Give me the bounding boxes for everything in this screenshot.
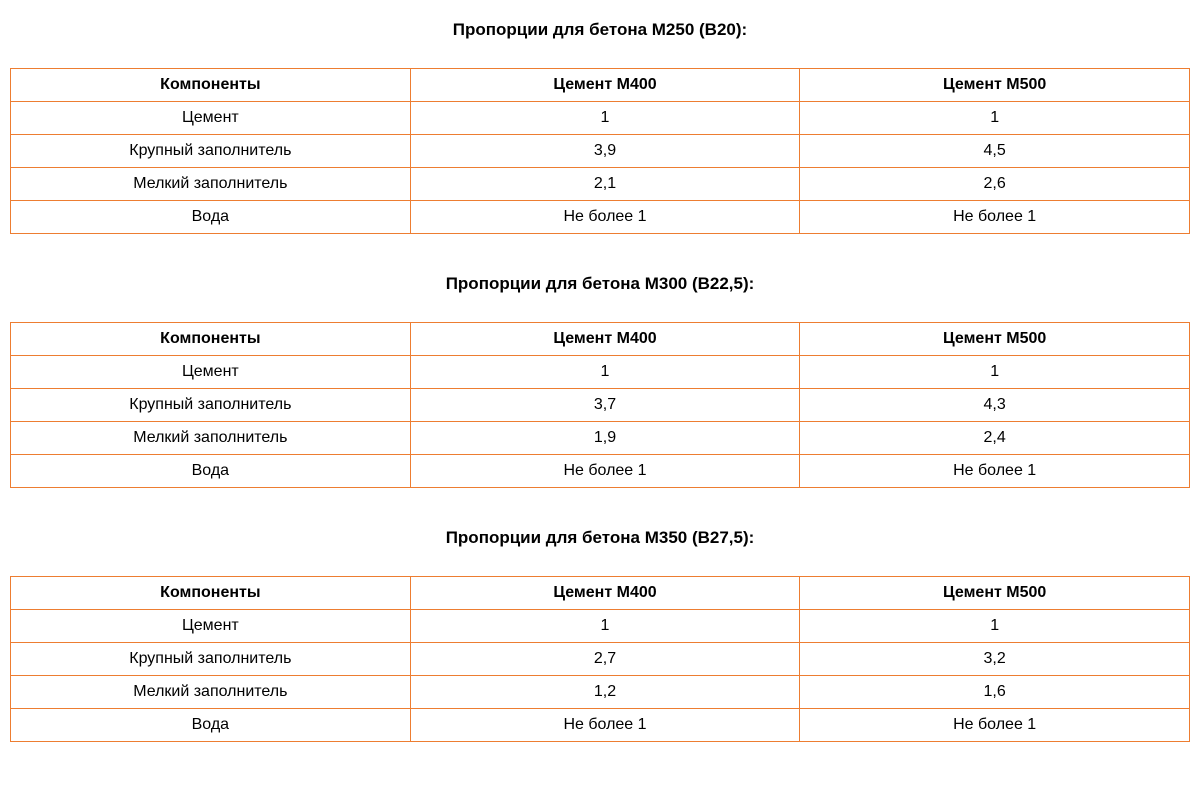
cell-m500: Не более 1	[800, 709, 1190, 742]
cell-m400: 1,9	[410, 422, 800, 455]
cell-m500: 4,5	[800, 135, 1190, 168]
section-title: Пропорции для бетона М350 (В27,5):	[10, 528, 1190, 548]
cell-component: Вода	[11, 709, 411, 742]
table-header-row: Компоненты Цемент М400 Цемент М500	[11, 69, 1190, 102]
cell-component: Крупный заполнитель	[11, 135, 411, 168]
cell-m400: 1,2	[410, 676, 800, 709]
cell-component: Вода	[11, 201, 411, 234]
proportions-table: Компоненты Цемент М400 Цемент М500 Цемен…	[10, 576, 1190, 742]
col-header-cement-m500: Цемент М500	[800, 69, 1190, 102]
proportions-table: Компоненты Цемент М400 Цемент М500 Цемен…	[10, 68, 1190, 234]
table-header-row: Компоненты Цемент М400 Цемент М500	[11, 323, 1190, 356]
cell-component: Вода	[11, 455, 411, 488]
table-row: Крупный заполнитель 2,7 3,2	[11, 643, 1190, 676]
section-m300: Пропорции для бетона М300 (В22,5): Компо…	[10, 274, 1190, 488]
cell-m500: Не более 1	[800, 455, 1190, 488]
col-header-cement-m500: Цемент М500	[800, 323, 1190, 356]
section-m250: Пропорции для бетона М250 (В20): Компоне…	[10, 20, 1190, 234]
table-header-row: Компоненты Цемент М400 Цемент М500	[11, 577, 1190, 610]
table-row: Мелкий заполнитель 1,9 2,4	[11, 422, 1190, 455]
cell-m400: 2,1	[410, 168, 800, 201]
cell-m500: 1	[800, 102, 1190, 135]
cell-m400: 1	[410, 102, 800, 135]
cell-m400: 3,7	[410, 389, 800, 422]
section-title: Пропорции для бетона М300 (В22,5):	[10, 274, 1190, 294]
col-header-cement-m500: Цемент М500	[800, 577, 1190, 610]
cell-component: Мелкий заполнитель	[11, 168, 411, 201]
table-row: Цемент 1 1	[11, 356, 1190, 389]
cell-m500: 1,6	[800, 676, 1190, 709]
table-row: Вода Не более 1 Не более 1	[11, 455, 1190, 488]
cell-component: Цемент	[11, 610, 411, 643]
col-header-components: Компоненты	[11, 69, 411, 102]
cell-component: Мелкий заполнитель	[11, 676, 411, 709]
cell-m500: 1	[800, 610, 1190, 643]
cell-m500: 1	[800, 356, 1190, 389]
col-header-components: Компоненты	[11, 323, 411, 356]
table-row: Цемент 1 1	[11, 102, 1190, 135]
col-header-cement-m400: Цемент М400	[410, 69, 800, 102]
cell-m400: 3,9	[410, 135, 800, 168]
table-row: Мелкий заполнитель 2,1 2,6	[11, 168, 1190, 201]
table-row: Вода Не более 1 Не более 1	[11, 709, 1190, 742]
cell-m400: 2,7	[410, 643, 800, 676]
table-row: Вода Не более 1 Не более 1	[11, 201, 1190, 234]
cell-component: Цемент	[11, 102, 411, 135]
section-m350: Пропорции для бетона М350 (В27,5): Компо…	[10, 528, 1190, 742]
cell-m500: 2,4	[800, 422, 1190, 455]
table-row: Крупный заполнитель 3,9 4,5	[11, 135, 1190, 168]
table-row: Мелкий заполнитель 1,2 1,6	[11, 676, 1190, 709]
cell-component: Мелкий заполнитель	[11, 422, 411, 455]
cell-component: Крупный заполнитель	[11, 643, 411, 676]
cell-m400: Не более 1	[410, 201, 800, 234]
cell-m500: 4,3	[800, 389, 1190, 422]
cell-m500: 2,6	[800, 168, 1190, 201]
cell-m400: 1	[410, 356, 800, 389]
table-row: Цемент 1 1	[11, 610, 1190, 643]
cell-component: Цемент	[11, 356, 411, 389]
col-header-cement-m400: Цемент М400	[410, 577, 800, 610]
cell-component: Крупный заполнитель	[11, 389, 411, 422]
cell-m500: 3,2	[800, 643, 1190, 676]
col-header-components: Компоненты	[11, 577, 411, 610]
cell-m400: 1	[410, 610, 800, 643]
cell-m400: Не более 1	[410, 709, 800, 742]
cell-m400: Не более 1	[410, 455, 800, 488]
proportions-table: Компоненты Цемент М400 Цемент М500 Цемен…	[10, 322, 1190, 488]
col-header-cement-m400: Цемент М400	[410, 323, 800, 356]
cell-m500: Не более 1	[800, 201, 1190, 234]
table-row: Крупный заполнитель 3,7 4,3	[11, 389, 1190, 422]
section-title: Пропорции для бетона М250 (В20):	[10, 20, 1190, 40]
